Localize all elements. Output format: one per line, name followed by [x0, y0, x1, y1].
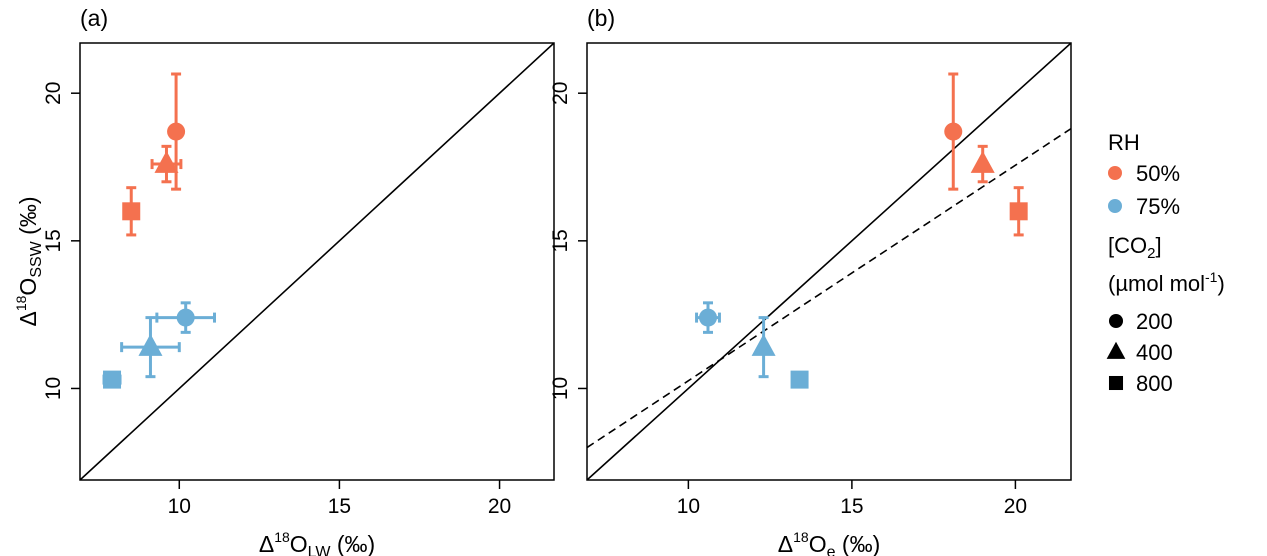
y-axis-title-unit: (‰)	[15, 196, 41, 241]
legend-co2-marker	[1108, 313, 1124, 329]
legend-co2-units-main: (µmol mol	[1108, 271, 1205, 296]
point-rh50-co2-800	[122, 186, 141, 237]
data-marker	[154, 150, 179, 173]
data-marker	[790, 370, 809, 389]
y-axis-title-sup: 18	[13, 295, 29, 311]
legend-co2-units-close: )	[1217, 271, 1224, 296]
x-axis-title: Δ18OLW (‰)	[259, 529, 375, 556]
x-axis-title-main: O	[809, 531, 827, 556]
legend-co2-label: 800	[1136, 371, 1173, 396]
x-axis-title-unit: (‰)	[836, 531, 881, 556]
legend-co2-units: (µmol mol-1)	[1108, 269, 1225, 296]
legend-rh-title: RH	[1108, 130, 1140, 155]
data-marker	[122, 202, 141, 221]
data-marker	[138, 333, 163, 356]
y-tick-label: 15	[549, 229, 572, 252]
x-axis-title-sub: e	[827, 544, 836, 556]
y-tick-label: 10	[42, 377, 65, 400]
y-axis-title-main: O	[15, 278, 41, 296]
point-rh75-co2-400	[120, 316, 181, 379]
panel-label: (b)	[587, 5, 615, 31]
point-rh50-co2-400	[970, 144, 995, 184]
data-marker	[970, 150, 995, 173]
x-axis-title-delta: Δ	[259, 531, 274, 556]
plot-frame	[586, 42, 1072, 481]
x-axis-title: Δ18Oe (‰)	[778, 529, 880, 556]
reference-lines	[80, 43, 554, 480]
point-rh75-co2-800	[790, 370, 809, 389]
y-axis-title-sub: SSW	[28, 240, 45, 277]
legend-co2-marker	[1106, 341, 1126, 359]
legend-co2-marker-group	[1108, 375, 1124, 391]
y-tick-label: 20	[42, 82, 65, 105]
legend-co2-marker	[1108, 375, 1124, 391]
panel-label: (a)	[80, 5, 108, 31]
data-marker	[103, 370, 122, 389]
x-tick-label: 10	[677, 495, 700, 518]
point-rh50-co2-800	[1009, 186, 1028, 237]
legend: RH 50% 75% [CO2] (µmol mol-1) 200 400 800	[1106, 130, 1225, 396]
data-marker	[751, 333, 776, 356]
legend-co2-label: 400	[1136, 340, 1173, 365]
data-marker	[167, 122, 186, 141]
data-marker	[1009, 202, 1028, 221]
legend-rh-marker	[1108, 199, 1122, 213]
x-tick-label: 20	[488, 495, 511, 518]
x-axis-title-sup: 18	[274, 529, 290, 545]
y-axis-title: Δ18OSSW (‰)	[13, 196, 45, 326]
legend-co2-title-sub: 2	[1147, 245, 1155, 262]
point-rh50-co2-400	[150, 144, 183, 184]
legend-co2-title-close: ]	[1155, 233, 1161, 258]
regression-line	[587, 127, 1071, 449]
one-to-one-line	[587, 43, 1071, 480]
legend-co2-units-sup: -1	[1205, 269, 1218, 285]
legend-co2-marker-group	[1108, 313, 1124, 329]
point-rh75-co2-800	[102, 370, 122, 389]
x-axis-title-sub: LW	[308, 544, 332, 556]
x-tick-label: 15	[840, 495, 863, 518]
data-marker	[699, 308, 717, 327]
x-tick-label: 15	[328, 495, 351, 518]
legend-rh-label: 50%	[1136, 161, 1180, 186]
x-axis-title-delta: Δ	[778, 531, 793, 556]
legend-co2-marker-group	[1106, 341, 1126, 359]
data-marker	[176, 308, 195, 327]
one-to-one-line	[80, 43, 554, 480]
y-tick-label: 10	[549, 377, 572, 400]
x-axis-title-sup: 18	[793, 529, 809, 545]
x-axis-title-unit: (‰)	[330, 531, 375, 556]
legend-co2-title-main: [CO	[1108, 233, 1147, 258]
y-tick-label: 15	[42, 229, 65, 252]
y-tick-label: 20	[549, 82, 572, 105]
x-tick-label: 10	[168, 495, 191, 518]
reference-lines	[587, 43, 1071, 480]
legend-rh-marker	[1108, 166, 1122, 180]
data-marker	[944, 122, 963, 141]
x-tick-label: 20	[1004, 495, 1027, 518]
y-axis-title-delta: Δ	[15, 311, 41, 326]
point-rh75-co2-200	[695, 301, 721, 334]
point-rh75-co2-400	[751, 316, 776, 379]
legend-rh-label: 75%	[1136, 194, 1180, 219]
plot-frame	[79, 42, 555, 481]
legend-co2-title: [CO2]	[1108, 233, 1162, 262]
point-rh75-co2-200	[155, 301, 217, 334]
x-axis-title-main: O	[290, 531, 308, 556]
legend-co2-label: 200	[1136, 309, 1173, 334]
panel-b: (b) 10 15 20 10 15 20 Δ18Oe (‰)	[549, 5, 1072, 556]
point-rh50-co2-200	[944, 72, 963, 191]
